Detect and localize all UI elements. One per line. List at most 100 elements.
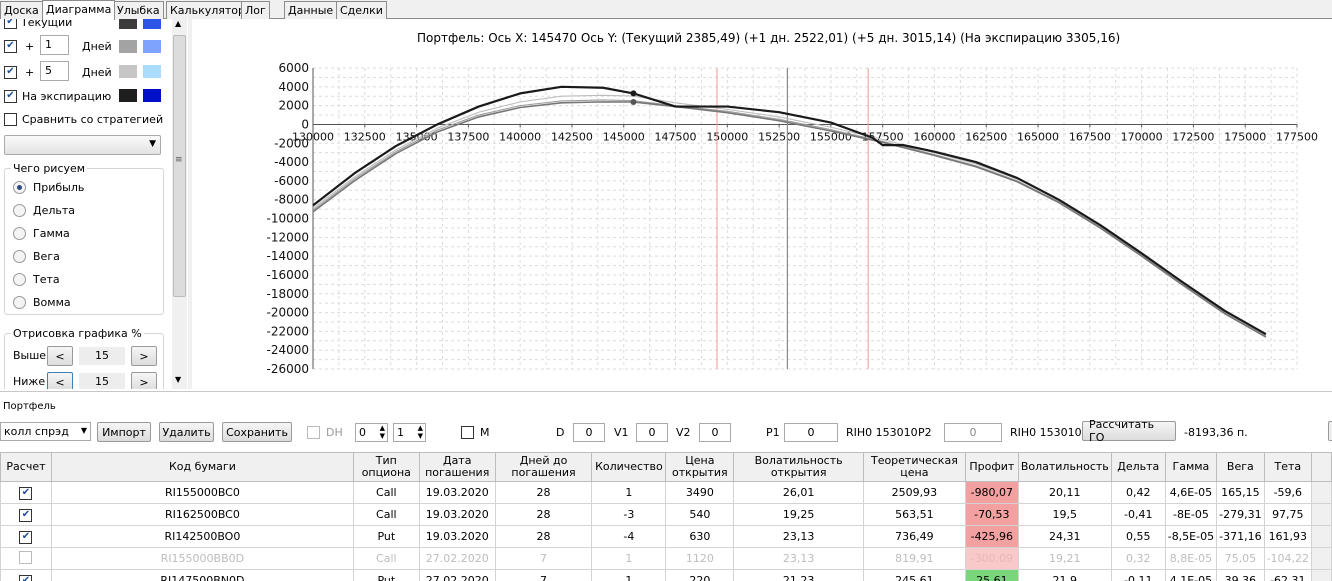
- radio-theta[interactable]: Тета: [13, 273, 60, 286]
- table-cell[interactable]: 19,21: [1017, 547, 1112, 570]
- dh-spinner-1[interactable]: 0 ▲ ▼: [355, 423, 388, 442]
- table-cell[interactable]: Call: [352, 481, 420, 504]
- above-increase-button[interactable]: >: [131, 346, 157, 366]
- table-cell[interactable]: 563,51: [862, 503, 966, 526]
- table-cell[interactable]: 21,23: [733, 569, 864, 581]
- radio-gamma[interactable]: Гамма: [13, 227, 70, 240]
- table-cell[interactable]: Put: [352, 525, 420, 548]
- below-increase-button[interactable]: >: [131, 372, 157, 389]
- below-value[interactable]: 15: [79, 373, 125, 389]
- row-checkbox[interactable]: ✔: [19, 574, 33, 581]
- column-header[interactable]: Цена открытия: [665, 452, 735, 482]
- table-cell[interactable]: 19.03.2020: [418, 503, 496, 526]
- table-cell[interactable]: 39,36: [1216, 569, 1265, 581]
- radio-vomma[interactable]: Вомма: [13, 296, 71, 309]
- current-checkbox[interactable]: ✔: [4, 19, 17, 29]
- table-cell[interactable]: 4,6E-05: [1164, 481, 1218, 504]
- chart-area[interactable]: Портфель: Ось X: 145470 Ось Y: (Текущий …: [192, 19, 1332, 391]
- table-cell[interactable]: 1120: [665, 547, 735, 570]
- table-cell[interactable]: RI155000BC0: [50, 481, 354, 504]
- tab-log[interactable]: Лог: [241, 1, 270, 19]
- scroll-down-icon[interactable]: ▼: [175, 375, 182, 384]
- table-cell[interactable]: 540: [665, 503, 735, 526]
- table-cell[interactable]: 0,55: [1110, 525, 1166, 548]
- table-cell[interactable]: 3490: [665, 481, 735, 504]
- table-cell[interactable]: 4,1E-05: [1164, 569, 1218, 581]
- table-cell[interactable]: 25,61: [964, 569, 1019, 581]
- table-cell[interactable]: 1: [591, 481, 667, 504]
- day2-input[interactable]: 5: [40, 61, 69, 81]
- tab-smile[interactable]: Улыбка: [113, 1, 164, 19]
- tab-board[interactable]: Доска: [0, 1, 43, 19]
- column-header[interactable]: Волатильность открытия: [733, 452, 864, 482]
- v2-input[interactable]: 0: [699, 423, 731, 442]
- table-row[interactable]: RI155000BB0D Call 27.02.2020 7 1 1120 23,13 819…: [0, 547, 1332, 570]
- table-cell[interactable]: RI147500BN0D: [50, 569, 354, 581]
- column-header[interactable]: Дней до погашения: [494, 452, 593, 482]
- scroll-up-icon[interactable]: ▲: [175, 19, 182, 28]
- table-row[interactable]: ✔ RI142500BO0 Put 19.03.2020 28 -4 630 23,13 736…: [0, 525, 1332, 548]
- row-checkbox[interactable]: ✔: [19, 486, 33, 500]
- table-cell[interactable]: 21,9: [1017, 569, 1112, 581]
- table-cell[interactable]: -0,11: [1110, 569, 1166, 581]
- expiry-light-swatch[interactable]: [143, 89, 161, 102]
- row-calc-cell[interactable]: ✔: [0, 503, 52, 526]
- column-header[interactable]: Теоретическая цена: [862, 452, 966, 482]
- table-cell[interactable]: 20,11: [1017, 481, 1112, 504]
- table-cell[interactable]: 819,91: [862, 547, 966, 570]
- table-cell[interactable]: -425,96: [964, 525, 1019, 548]
- tab-calculator[interactable]: Калькулятор: [166, 1, 249, 19]
- table-cell[interactable]: 19,25: [733, 503, 864, 526]
- p2-input[interactable]: 0: [944, 423, 1002, 442]
- table-cell[interactable]: 28: [494, 481, 593, 504]
- below-decrease-button[interactable]: <: [47, 372, 73, 389]
- tab-diagram[interactable]: Диаграмма: [42, 0, 116, 20]
- table-cell[interactable]: 24,31: [1017, 525, 1112, 548]
- table-cell[interactable]: -104,22: [1263, 547, 1313, 570]
- expiry-dark-swatch[interactable]: [119, 89, 137, 102]
- table-cell[interactable]: Call: [352, 547, 420, 570]
- dh-checkbox[interactable]: [307, 426, 320, 439]
- day2-light-swatch[interactable]: [143, 65, 161, 78]
- scroll-thumb[interactable]: [173, 35, 186, 297]
- table-cell[interactable]: 26,01: [733, 481, 864, 504]
- day2-checkbox[interactable]: ✔: [4, 65, 17, 79]
- table-row[interactable]: ✔ RI162500BC0 Call 19.03.2020 28 -3 540 19,25 56…: [0, 503, 1332, 526]
- table-cell[interactable]: 1: [591, 569, 667, 581]
- v1-input[interactable]: 0: [636, 423, 668, 442]
- radio-delta[interactable]: Дельта: [13, 204, 75, 217]
- current-light-swatch[interactable]: [143, 19, 161, 29]
- compare-strategy-select[interactable]: ▼: [4, 135, 161, 155]
- spinner-arrows-icon[interactable]: ▲ ▼: [417, 424, 423, 440]
- table-cell[interactable]: 161,93: [1263, 525, 1313, 548]
- above-decrease-button[interactable]: <: [47, 346, 73, 366]
- table-cell[interactable]: 8,8E-05: [1164, 547, 1218, 570]
- column-header[interactable]: Дельта: [1110, 452, 1166, 482]
- left-panel-scrollbar[interactable]: ▲ ▼: [172, 19, 187, 389]
- table-cell[interactable]: 0,42: [1110, 481, 1166, 504]
- tab-data[interactable]: Данные: [284, 1, 338, 19]
- table-cell[interactable]: 245,61: [862, 569, 966, 581]
- table-cell[interactable]: 0,32: [1110, 547, 1166, 570]
- table-cell[interactable]: 19.03.2020: [418, 525, 496, 548]
- row-calc-cell[interactable]: ✔: [0, 569, 52, 581]
- table-row[interactable]: ✔ RI155000BC0 Call 19.03.2020 28 1 3490 26,01 25…: [0, 481, 1332, 504]
- splitter-grip-icon[interactable]: ≡: [175, 155, 183, 165]
- table-cell[interactable]: Call: [352, 503, 420, 526]
- column-header[interactable]: Расчет: [0, 452, 52, 482]
- save-button[interactable]: Сохранить: [222, 422, 292, 442]
- delete-button[interactable]: Удалить: [159, 422, 214, 442]
- table-cell[interactable]: -300,09: [964, 547, 1019, 570]
- column-header[interactable]: Тета: [1263, 452, 1313, 482]
- p1-input[interactable]: 0: [784, 423, 838, 442]
- table-cell[interactable]: -3: [591, 503, 667, 526]
- day1-light-swatch[interactable]: [143, 40, 161, 53]
- column-header[interactable]: Волатильность: [1017, 452, 1112, 482]
- above-value[interactable]: 15: [79, 347, 125, 365]
- row-calc-cell[interactable]: ✔: [0, 525, 52, 548]
- table-cell[interactable]: -8,5E-05: [1164, 525, 1218, 548]
- m-checkbox[interactable]: [461, 426, 474, 439]
- import-button[interactable]: Импорт: [97, 422, 151, 442]
- table-cell[interactable]: 75,05: [1216, 547, 1265, 570]
- radio-vega[interactable]: Вега: [13, 250, 60, 263]
